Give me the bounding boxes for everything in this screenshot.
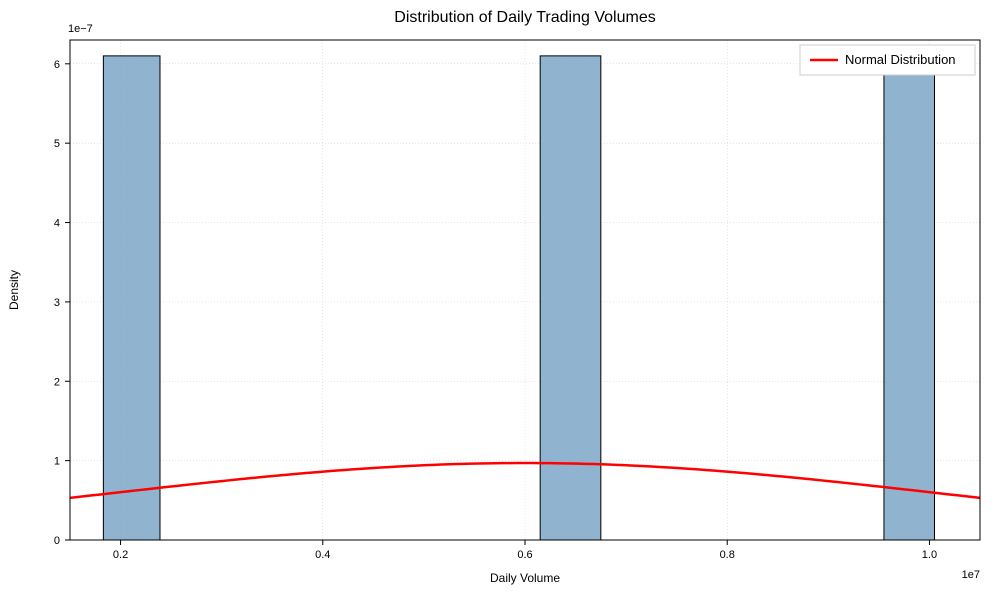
xtick-label: 0.8 xyxy=(720,549,735,561)
histogram-bar xyxy=(103,56,160,540)
chart-title: Distribution of Daily Trading Volumes xyxy=(394,9,655,26)
chart-container: 0.2 0.4 0.6 0.8 1.0 0 1 2 3 4 5 6 1e7 1e−7 Daily Volum… xyxy=(0,0,1000,600)
y-axis-label: Density xyxy=(7,270,21,310)
chart-svg: 0.2 0.4 0.6 0.8 1.0 0 1 2 3 4 5 6 1e7 1e−7 Daily Volum… xyxy=(0,0,1000,600)
ytick-label: 4 xyxy=(54,218,60,230)
y-offset-text: 1e−7 xyxy=(68,23,93,35)
ytick-label: 1 xyxy=(54,456,60,468)
ytick-label: 0 xyxy=(54,535,60,547)
x-offset-text: 1e7 xyxy=(962,569,980,581)
xtick-label: 1.0 xyxy=(922,549,937,561)
x-axis-label: Daily Volume xyxy=(490,571,560,585)
ytick-label: 6 xyxy=(54,59,60,71)
ytick-label: 3 xyxy=(54,297,60,309)
ytick-label: 2 xyxy=(54,376,60,388)
xtick-label: 0.4 xyxy=(315,549,330,561)
xtick-label: 0.2 xyxy=(113,549,128,561)
xtick-label: 0.6 xyxy=(517,549,532,561)
histogram-bar xyxy=(540,56,601,540)
ytick-label: 5 xyxy=(54,138,60,150)
legend-label: Normal Distribution xyxy=(845,52,956,67)
histogram-bar xyxy=(884,56,935,540)
